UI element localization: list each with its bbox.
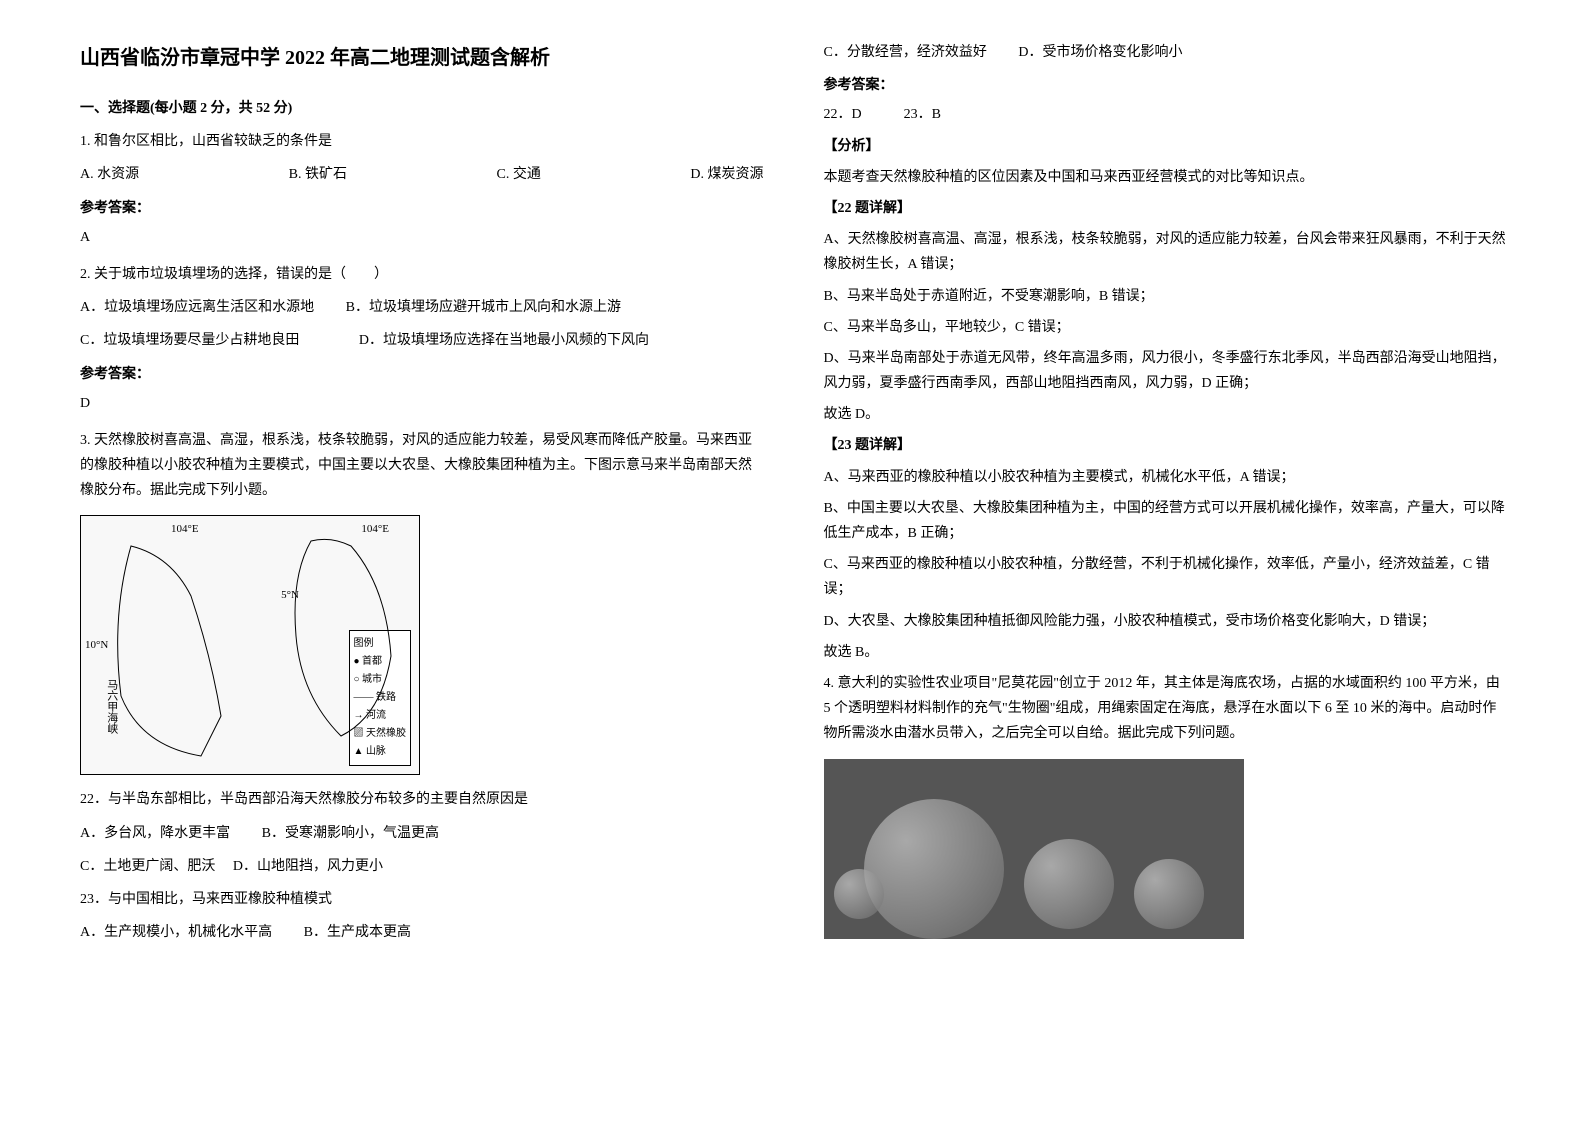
right-column: C．分散经营，经济效益好 D．受市场价格变化影响小 参考答案： 22．D 23．… [824, 40, 1508, 953]
question-2-text: 2. 关于城市垃圾填埋场的选择，错误的是（ ） [80, 262, 764, 287]
section-header: 一、选择题(每小题 2 分，共 52 分) [80, 96, 764, 121]
detail-23-end: 故选 B。 [824, 640, 1508, 665]
question-22-text: 22．与半岛东部相比，半岛西部沿海天然橡胶分布较多的主要自然原因是 [80, 787, 764, 812]
q22-opt-c: C．土地更广阔、肥沃 [80, 859, 215, 874]
q1-opt-a: A. 水资源 [80, 162, 139, 187]
detail-22-a: A、天然橡胶树喜高温、高湿，根系浅，枝条较脆弱，对风的适应能力较差，台风会带来狂… [824, 227, 1508, 277]
q2-answer: D [80, 391, 764, 416]
q23-opt-b: B．生产成本更高 [304, 925, 411, 940]
q2-opt-c: C．垃圾填埋场要尽量少占耕地良田 [80, 333, 299, 348]
detail-22-b: B、马来半岛处于赤道附近，不受寒潮影响，B 错误； [824, 284, 1508, 309]
detail-23-d: D、大农垦、大橡胶集团种植抵御风险能力强，小胶农种植模式，受市场价格变化影响大，… [824, 609, 1508, 634]
detail-22-c: C、马来半岛多山，平地较少，C 错误； [824, 315, 1508, 340]
detail-22-label: 【22 题详解】 [824, 196, 1508, 221]
q2-answer-label: 参考答案： [80, 362, 764, 387]
nemo-garden-image [824, 759, 1244, 939]
malay-peninsula-map: 104°E 104°E 10°N 5°N 马六甲海峡 图例 ● 首都 ○ 城市 … [80, 515, 420, 775]
question-22-options-row2: C．土地更广阔、肥沃 D．山地阻挡，风力更小 [80, 854, 764, 879]
question-23-options-row2: C．分散经营，经济效益好 D．受市场价格变化影响小 [824, 40, 1508, 65]
question-1-options: A. 水资源 B. 铁矿石 C. 交通 D. 煤炭资源 [80, 162, 764, 187]
q1-opt-c: C. 交通 [497, 162, 541, 187]
question-22-options-row1: A．多台风，降水更丰富 B．受寒潮影响小，气温更高 [80, 821, 764, 846]
question-3-intro: 3. 天然橡胶树喜高温、高湿，根系浅，枝条较脆弱，对风的适应能力较差，易受风寒而… [80, 428, 764, 504]
q1-answer-label: 参考答案： [80, 196, 764, 221]
document-title: 山西省临汾市章冠中学 2022 年高二地理测试题含解析 [80, 40, 764, 76]
map-outline-svg [81, 516, 421, 776]
detail-23-c: C、马来西亚的橡胶种植以小胶农种植，分散经营，不利于机械化操作，效率低，产量小，… [824, 552, 1508, 602]
detail-23-label: 【23 题详解】 [824, 433, 1508, 458]
q1-opt-d: D. 煤炭资源 [690, 162, 763, 187]
q22-opt-b: B．受寒潮影响小，气温更高 [262, 826, 439, 841]
detail-23-b: B、中国主要以大农垦、大橡胶集团种植为主，中国的经营方式可以开展机械化操作，效率… [824, 496, 1508, 546]
q23-opt-a: A．生产规模小，机械化水平高 [80, 925, 272, 940]
left-column: 山西省临汾市章冠中学 2022 年高二地理测试题含解析 一、选择题(每小题 2 … [80, 40, 764, 953]
question-23-text: 23．与中国相比，马来西亚橡胶种植模式 [80, 887, 764, 912]
q1-answer: A [80, 225, 764, 250]
q2-opt-d: D．垃圾填埋场应选择在当地最小风频的下风向 [359, 333, 649, 348]
question-23-options-row1: A．生产规模小，机械化水平高 B．生产成本更高 [80, 920, 764, 945]
q2-opt-b: B．垃圾填埋场应避开城市上风向和水源上游 [346, 300, 621, 315]
detail-22-end: 故选 D。 [824, 402, 1508, 427]
question-1-text: 1. 和鲁尔区相比，山西省较缺乏的条件是 [80, 129, 764, 154]
detail-23-a: A、马来西亚的橡胶种植以小胶农种植为主要模式，机械化水平低，A 错误； [824, 465, 1508, 490]
q22-opt-d: D．山地阻挡，风力更小 [233, 859, 383, 874]
question-2-options-row1: A．垃圾填埋场应远离生活区和水源地 B．垃圾填埋场应避开城市上风向和水源上游 [80, 295, 764, 320]
analysis-text: 本题考查天然橡胶种植的区位因素及中国和马来西亚经营模式的对比等知识点。 [824, 165, 1508, 190]
q1-opt-b: B. 铁矿石 [289, 162, 347, 187]
q2-opt-a: A．垃圾填埋场应远离生活区和水源地 [80, 300, 314, 315]
question-2-options-row2: C．垃圾填埋场要尽量少占耕地良田 D．垃圾填埋场应选择在当地最小风频的下风向 [80, 328, 764, 353]
q22-opt-a: A．多台风，降水更丰富 [80, 826, 230, 841]
q3-answer-label: 参考答案： [824, 73, 1508, 98]
question-4-text: 4. 意大利的实验性农业项目"尼莫花园"创立于 2012 年，其主体是海底农场，… [824, 671, 1508, 747]
q23-opt-c: C．分散经营，经济效益好 [824, 45, 987, 60]
detail-22-d: D、马来半岛南部处于赤道无风带，终年高温多雨，风力很小，冬季盛行东北季风，半岛西… [824, 346, 1508, 396]
q3-answers: 22．D 23．B [824, 102, 1508, 127]
analysis-label: 【分析】 [824, 134, 1508, 159]
q23-opt-d: D．受市场价格变化影响小 [1018, 45, 1182, 60]
